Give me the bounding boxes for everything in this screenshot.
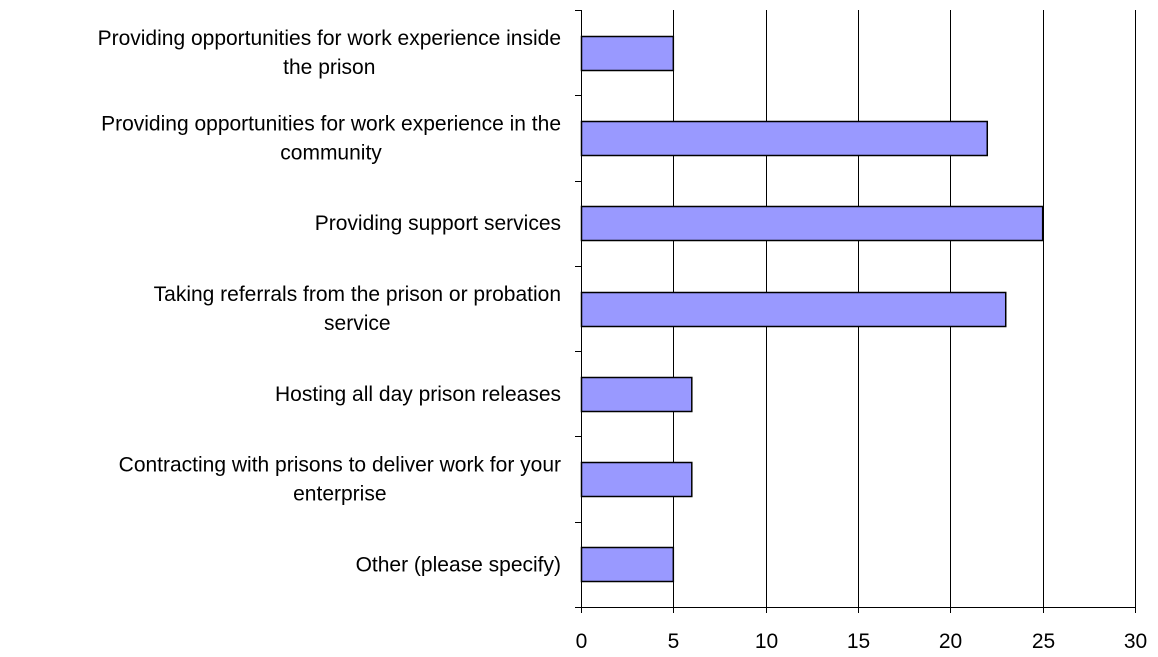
category-label-4-line-1: Taking referrals from the prison or prob…	[154, 283, 561, 306]
bars	[580, 35, 1044, 583]
x-tick-labels: 0 5 10 15 20 25 30	[576, 630, 1148, 653]
bar-4	[580, 291, 1007, 328]
bar-1	[580, 35, 675, 72]
category-label-4-line-2: service	[324, 312, 391, 335]
category-label-2-line-1: Providing opportunities for work experie…	[101, 112, 561, 135]
x-tick-label-0: 0	[576, 630, 588, 653]
category-label-2-line-2: community	[280, 141, 382, 164]
category-labels: Providing opportunities for work experie…	[98, 27, 561, 576]
category-label-7: Other (please specify)	[356, 553, 561, 576]
x-tick-label-20: 20	[939, 630, 962, 653]
bar-3	[580, 205, 1044, 242]
bar-7	[580, 546, 675, 583]
category-label-5: Hosting all day prison releases	[275, 383, 561, 406]
x-tick-label-25: 25	[1032, 630, 1055, 653]
bar-6	[580, 461, 693, 498]
x-tick-label-30: 30	[1124, 630, 1147, 653]
category-label-6-line-2: enterprise	[293, 483, 386, 506]
x-tick-label-15: 15	[847, 630, 870, 653]
x-tick-label-10: 10	[755, 630, 778, 653]
x-tick-label-5: 5	[668, 630, 680, 653]
axes	[575, 10, 1136, 613]
category-label-1-line-1: Providing opportunities for work experie…	[98, 27, 561, 50]
bar-5	[580, 376, 693, 413]
category-label-1-line-2: the prison	[283, 56, 375, 79]
bar-2	[580, 120, 989, 157]
category-label-6-line-1: Contracting with prisons to deliver work…	[119, 454, 561, 477]
category-label-3: Providing support services	[315, 212, 561, 235]
